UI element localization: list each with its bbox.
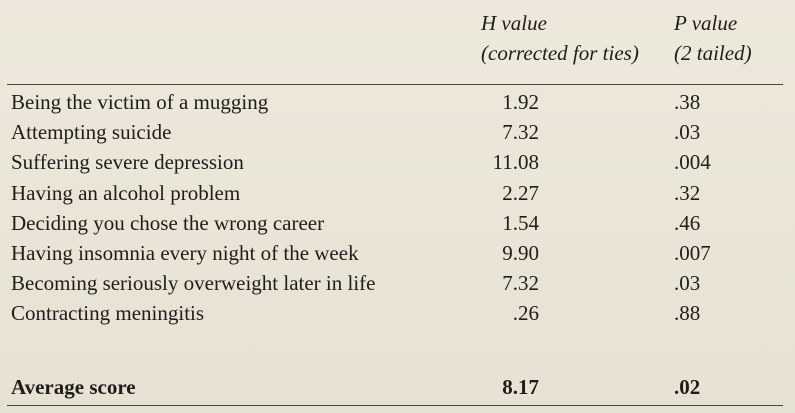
row-h-value: 9.90 bbox=[502, 240, 539, 265]
table-row: Deciding you chose the wrong career 1.54… bbox=[0, 207, 795, 237]
p-value-header-line-1: P value bbox=[674, 11, 738, 35]
row-label: Suffering severe depression bbox=[11, 150, 244, 175]
table-row: Having an alcohol problem 2.27 .32 bbox=[0, 177, 795, 207]
row-label: Deciding you chose the wrong career bbox=[11, 210, 325, 235]
table-row: Contracting meningitis .26 .88 bbox=[0, 297, 795, 327]
row-h-value: .26 bbox=[512, 301, 539, 326]
row-label: Having insomnia every night of the week bbox=[11, 240, 359, 265]
row-h-value: 2.27 bbox=[502, 180, 539, 205]
p-value-column-header: P value (2 tailed) bbox=[674, 8, 752, 68]
row-h-value: 1.54 bbox=[502, 210, 539, 235]
row-h-value: 7.32 bbox=[502, 120, 539, 145]
p-value-header-line-2: (2 tailed) bbox=[674, 41, 752, 65]
row-p-value: .004 bbox=[674, 150, 711, 175]
row-label: Attempting suicide bbox=[11, 120, 172, 145]
row-p-value: .46 bbox=[674, 210, 701, 235]
average-score-row: Average score 8.17 .02 bbox=[0, 370, 795, 402]
table-row: Suffering severe depression 11.08 .004 bbox=[0, 146, 795, 176]
row-p-value: .88 bbox=[674, 301, 701, 326]
row-p-value: .007 bbox=[674, 240, 711, 265]
average-h-value: 8.17 bbox=[502, 375, 539, 399]
row-p-value: .32 bbox=[674, 180, 701, 205]
row-label: Having an alcohol problem bbox=[11, 180, 241, 205]
row-label: Contracting meningitis bbox=[11, 301, 205, 326]
row-h-value: 11.08 bbox=[492, 150, 539, 175]
table-row: Being the victim of a mugging 1.92 .38 bbox=[0, 86, 795, 116]
average-p-value: .02 bbox=[674, 375, 701, 399]
h-value-column-header: H value (corrected for ties) bbox=[481, 8, 639, 68]
row-label: Becoming seriously overweight later in l… bbox=[11, 271, 376, 296]
table-bottom-rule bbox=[7, 405, 783, 406]
row-p-value: .03 bbox=[674, 271, 701, 296]
table-row: Attempting suicide 7.32 .03 bbox=[0, 116, 795, 146]
row-p-value: .03 bbox=[674, 120, 701, 145]
row-label: Being the victim of a mugging bbox=[11, 90, 269, 114]
row-h-value: 1.92 bbox=[502, 90, 539, 114]
table-row: Becoming seriously overweight later in l… bbox=[0, 267, 795, 297]
row-h-value: 7.32 bbox=[502, 271, 539, 296]
table-row: Having insomnia every night of the week … bbox=[0, 237, 795, 267]
table-body: Being the victim of a mugging 1.92 .38 A… bbox=[0, 86, 795, 328]
average-score-label: Average score bbox=[11, 375, 136, 399]
row-p-value: .38 bbox=[674, 90, 701, 114]
h-value-header-line-2: (corrected for ties) bbox=[481, 41, 639, 65]
table-top-rule bbox=[7, 84, 783, 85]
table-header: H value (corrected for ties) P value (2 … bbox=[0, 0, 795, 86]
h-value-header-line-1: H value bbox=[481, 11, 547, 35]
